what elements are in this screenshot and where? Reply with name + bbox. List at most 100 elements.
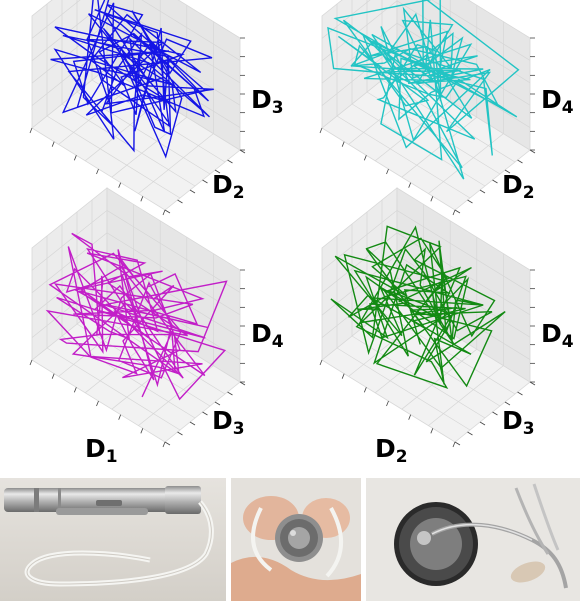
axis-tick bbox=[73, 155, 77, 161]
axis-tick bbox=[164, 441, 171, 446]
grid-line bbox=[31, 0, 241, 61]
axis-tick bbox=[214, 169, 221, 174]
axis-tick bbox=[51, 373, 55, 379]
axis-tick bbox=[319, 359, 323, 366]
axis-tick bbox=[452, 209, 456, 216]
grid-line bbox=[58, 316, 134, 377]
grid-line bbox=[46, 115, 181, 199]
grid-line bbox=[381, 79, 516, 163]
axis-tick bbox=[189, 189, 196, 194]
axis-tick bbox=[452, 441, 456, 448]
y-axis-label: D2 bbox=[212, 170, 245, 203]
button-battery-photo bbox=[231, 478, 361, 601]
plot-d1-d2-d3-canvas bbox=[29, 0, 246, 216]
grid-line bbox=[321, 209, 531, 293]
axis-tick bbox=[492, 411, 498, 416]
grid-line bbox=[401, 116, 478, 178]
grid-line bbox=[321, 0, 531, 84]
z-axis-label: D4 bbox=[541, 85, 574, 118]
axis-tick bbox=[479, 421, 486, 426]
axis-tick bbox=[408, 414, 412, 420]
axis-tick bbox=[214, 401, 221, 406]
axis-tick bbox=[189, 421, 196, 426]
axis-tick bbox=[227, 391, 233, 396]
axis-tick bbox=[118, 182, 122, 188]
axis-tick bbox=[467, 431, 473, 436]
axis-tick bbox=[202, 179, 208, 184]
axis-tick bbox=[479, 189, 486, 194]
axis-tick bbox=[96, 400, 99, 407]
grid-line bbox=[321, 232, 531, 316]
grid-line bbox=[321, 0, 531, 61]
axis-tick bbox=[239, 149, 246, 154]
axis-tick bbox=[454, 209, 461, 214]
axis-tick bbox=[177, 199, 183, 204]
trajectory-line bbox=[50, 0, 214, 159]
axis-tick bbox=[517, 159, 523, 164]
axis-tick bbox=[73, 387, 77, 393]
grid-line bbox=[381, 311, 516, 395]
y-axis-label: D3 bbox=[502, 406, 535, 439]
axis-tick bbox=[162, 209, 166, 216]
y-axis-label: D3 bbox=[212, 406, 245, 439]
grid-line bbox=[336, 115, 471, 199]
axis-tick bbox=[517, 391, 523, 396]
axis-tick bbox=[239, 381, 246, 386]
axis-tick bbox=[363, 387, 367, 393]
plot-d2-d3-d4-canvas bbox=[319, 187, 536, 448]
grid-line bbox=[321, 277, 531, 360]
axis-tick bbox=[408, 182, 412, 188]
grid-line bbox=[321, 254, 531, 338]
grid-line bbox=[348, 84, 424, 145]
plot-d1-d2-d4: D1 D2 D4 bbox=[290, 0, 580, 232]
axis-tick bbox=[202, 411, 208, 416]
grid-line bbox=[31, 0, 241, 84]
trajectory-line bbox=[45, 232, 228, 401]
grid-line bbox=[31, 209, 241, 293]
grid-line bbox=[46, 347, 181, 431]
axis-tick bbox=[529, 149, 536, 154]
axis-tick bbox=[363, 155, 367, 161]
axis-tick bbox=[96, 168, 99, 175]
axis-tick bbox=[177, 431, 183, 436]
plot-d2-d3-d4: D2 D3 D4 bbox=[290, 187, 580, 472]
axis-tick bbox=[140, 196, 144, 202]
z-axis-label: D4 bbox=[251, 319, 284, 352]
axis-tick bbox=[386, 400, 389, 407]
axis-tick bbox=[140, 428, 144, 434]
grid-line bbox=[401, 348, 478, 410]
axis-tick bbox=[386, 168, 389, 175]
grid-line bbox=[351, 103, 486, 187]
grid-line bbox=[58, 84, 134, 145]
axis-tick bbox=[162, 441, 166, 448]
axis-tick bbox=[118, 414, 122, 420]
z-axis-label: D3 bbox=[251, 85, 284, 118]
wired-battery-photo bbox=[366, 478, 580, 601]
laser-pointer-photo bbox=[0, 478, 226, 601]
x-axis-label: D2 bbox=[375, 434, 408, 467]
axis-tick bbox=[341, 141, 345, 147]
axis-tick bbox=[529, 381, 536, 386]
axis-tick bbox=[430, 428, 434, 434]
axis-tick bbox=[504, 169, 511, 174]
grid-line bbox=[351, 335, 486, 419]
grid-line bbox=[336, 347, 471, 431]
axis-tick bbox=[504, 401, 511, 406]
plot-d1-d3-d4-canvas bbox=[29, 187, 246, 448]
axis-tick bbox=[319, 127, 323, 134]
plot-d1-d2-d3: D1 D2 D3 bbox=[0, 0, 290, 232]
axis-tick bbox=[164, 209, 171, 214]
plot-d1-d2-d4-canvas bbox=[319, 0, 536, 216]
axis-tick bbox=[341, 373, 345, 379]
axis-tick bbox=[29, 359, 33, 366]
grid-line bbox=[31, 277, 241, 360]
axis-tick bbox=[430, 196, 434, 202]
axis-tick bbox=[454, 441, 461, 446]
axis-tick bbox=[492, 179, 498, 184]
grid-line bbox=[31, 254, 241, 338]
plot-d1-d3-d4: D1 D3 D4 bbox=[0, 187, 290, 472]
axis-tick bbox=[467, 199, 473, 204]
axis-tick bbox=[227, 159, 233, 164]
y-axis-label: D2 bbox=[502, 170, 535, 203]
x-axis-label: D1 bbox=[85, 434, 118, 467]
